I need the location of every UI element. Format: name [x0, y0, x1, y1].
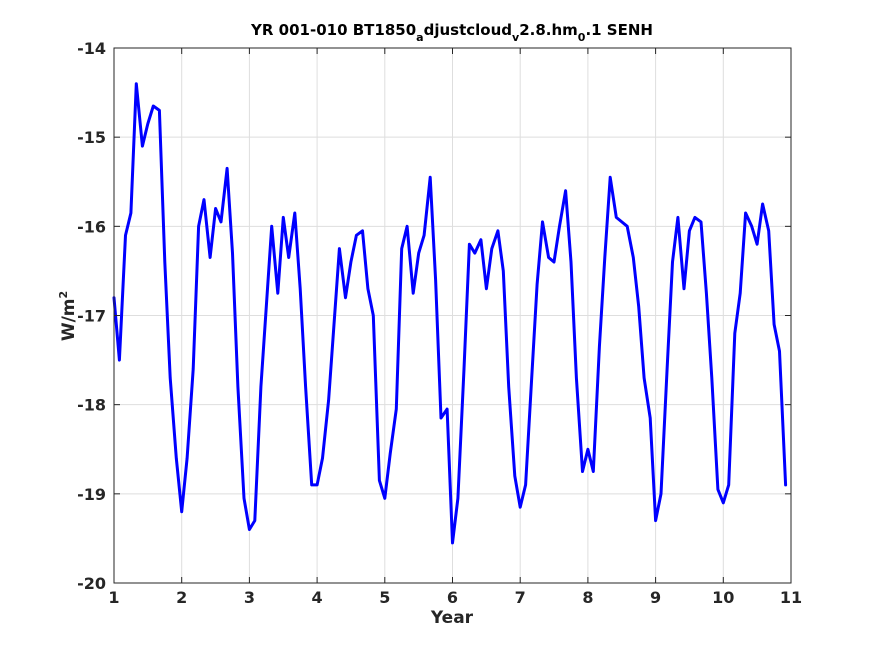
- y-tick-label: -19: [77, 485, 106, 504]
- x-tick-label: 6: [447, 588, 458, 607]
- x-tick-label: 4: [312, 588, 323, 607]
- y-axis-label: W/m2: [57, 291, 79, 341]
- y-tick-label: -15: [77, 128, 106, 147]
- x-tick-label: 8: [582, 588, 593, 607]
- y-tick-label: -16: [77, 217, 106, 236]
- chart-title: YR 001-010 BT1850adjustcloudv2.8.hm0.1 S…: [250, 21, 653, 44]
- y-tick-label: -18: [77, 396, 106, 415]
- x-tick-label: 1: [108, 588, 119, 607]
- x-tick-label: 5: [379, 588, 390, 607]
- x-tick-label: 2: [176, 588, 187, 607]
- x-tick-label: 10: [712, 588, 734, 607]
- y-tick-label: -20: [77, 574, 106, 593]
- x-tick-labels: 1 2 3 4 5 6 7 8 9 10 11: [108, 588, 802, 607]
- tick-marks: [113, 47, 792, 584]
- x-tick-label: 3: [244, 588, 255, 607]
- series-layer: [112, 82, 788, 545]
- x-tick-label: 9: [650, 588, 661, 607]
- x-tick-label: 11: [780, 588, 802, 607]
- x-tick-label: 7: [515, 588, 526, 607]
- series-line-1: [112, 82, 788, 545]
- x-axis-label: Year: [430, 608, 474, 628]
- y-tick-label: -17: [77, 307, 106, 326]
- y-tick-labels: -20 -19 -18 -17 -16 -15 -14: [77, 39, 106, 593]
- y-tick-label: -14: [77, 39, 106, 58]
